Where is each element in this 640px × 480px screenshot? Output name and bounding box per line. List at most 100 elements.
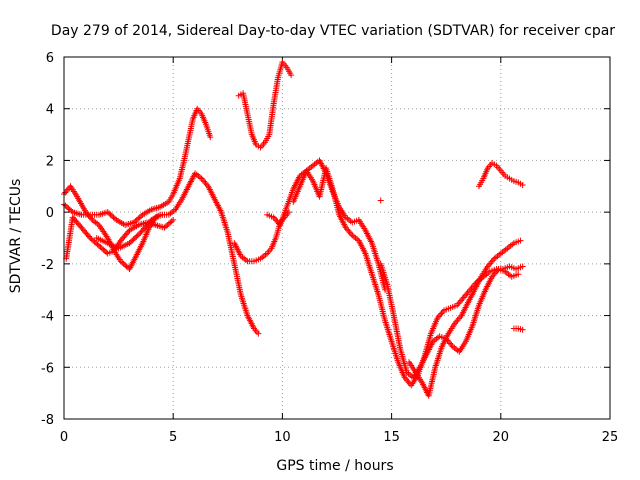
data-point [458, 297, 465, 304]
data-point [460, 294, 467, 301]
data-point [454, 317, 461, 324]
data-point [161, 224, 168, 231]
data-point [130, 236, 137, 243]
y-tick-label: 6 [46, 51, 54, 66]
data-point [63, 187, 70, 194]
data-point [377, 197, 384, 204]
data-point [437, 312, 444, 319]
data-point [133, 216, 140, 223]
data-point [63, 203, 70, 210]
data-point [90, 237, 97, 244]
data-point [459, 296, 466, 303]
data-point [519, 326, 526, 333]
data-point [255, 330, 262, 337]
x-tick-label: 0 [60, 430, 68, 445]
data-point [347, 230, 354, 237]
data-point [164, 222, 171, 229]
data-point [65, 205, 72, 212]
x-tick-label: 10 [274, 430, 291, 445]
data-point [101, 247, 108, 254]
data-point [138, 213, 145, 220]
data-point [346, 229, 353, 236]
data-point [88, 215, 95, 222]
data-point [162, 223, 169, 230]
data-point [519, 263, 526, 270]
data-point [456, 299, 463, 306]
data-point [130, 219, 137, 226]
data-point [132, 218, 139, 225]
x-tick-label: 5 [169, 430, 177, 445]
data-point [494, 267, 501, 274]
grid [64, 57, 610, 419]
data-point [288, 72, 295, 79]
data-point [199, 177, 206, 184]
data-point [109, 213, 116, 220]
data-point [345, 227, 352, 234]
data-point [62, 202, 69, 209]
data-point [122, 262, 129, 269]
data-point [127, 238, 134, 245]
series-track-k [475, 160, 526, 190]
data-point [123, 263, 130, 270]
data-point [119, 259, 126, 266]
x-tick-label: 25 [602, 430, 619, 445]
data-point [136, 231, 143, 238]
data-point [489, 257, 496, 264]
y-tick-label: -6 [41, 361, 54, 376]
data-point [131, 235, 138, 241]
x-axis-label: GPS time / hours [276, 458, 393, 474]
data-point [461, 292, 468, 299]
data-point [438, 310, 445, 317]
data-point [455, 315, 462, 322]
data-point [487, 260, 494, 267]
series-track-h [290, 165, 526, 389]
data-point [126, 240, 133, 247]
data-point [100, 246, 107, 253]
data-point [95, 242, 102, 249]
data-point [129, 237, 136, 244]
data-point [136, 214, 143, 221]
chart-title: Day 279 of 2014, Sidereal Day-to-day VTE… [51, 23, 615, 39]
data-point [98, 245, 105, 252]
series-track-d [93, 170, 262, 337]
series-track-a [61, 183, 166, 273]
y-tick-label: 4 [46, 103, 54, 118]
data-point [404, 377, 411, 384]
data-point [88, 236, 95, 243]
data-point [111, 215, 118, 222]
data-point [97, 244, 104, 251]
series-track-f [235, 59, 295, 151]
data-point [94, 241, 101, 248]
data-point [68, 207, 75, 214]
data-point [168, 218, 175, 225]
y-axis-label: SDTVAR / TECUs [8, 179, 24, 294]
axis-ticks: 0 5 10 15 20 25 -8 -6 -4 -2 0 2 4 6 [41, 51, 618, 445]
y-tick-label: 2 [46, 154, 54, 169]
data-point [165, 220, 172, 227]
data-point [133, 233, 140, 240]
data-point [201, 178, 208, 185]
data-point [93, 240, 100, 247]
data-point [87, 235, 94, 241]
data-point [515, 271, 522, 278]
data-point [91, 238, 98, 245]
data-point [120, 260, 127, 267]
data-point [170, 216, 177, 223]
x-tick-label: 20 [493, 430, 510, 445]
series-track-l [510, 325, 526, 333]
series-track-i [377, 260, 522, 381]
data-point [202, 180, 209, 187]
y-tick-label: -4 [41, 310, 54, 325]
y-tick-label: -2 [41, 258, 54, 273]
data-point [85, 233, 92, 240]
data-point [517, 237, 524, 244]
data-points [61, 59, 526, 399]
data-point [117, 258, 124, 265]
data-point [106, 210, 113, 217]
data-point [135, 215, 142, 222]
x-tick-label: 15 [383, 430, 400, 445]
data-point [110, 214, 117, 221]
series-track-j [406, 237, 524, 399]
series-track-b [61, 105, 214, 229]
